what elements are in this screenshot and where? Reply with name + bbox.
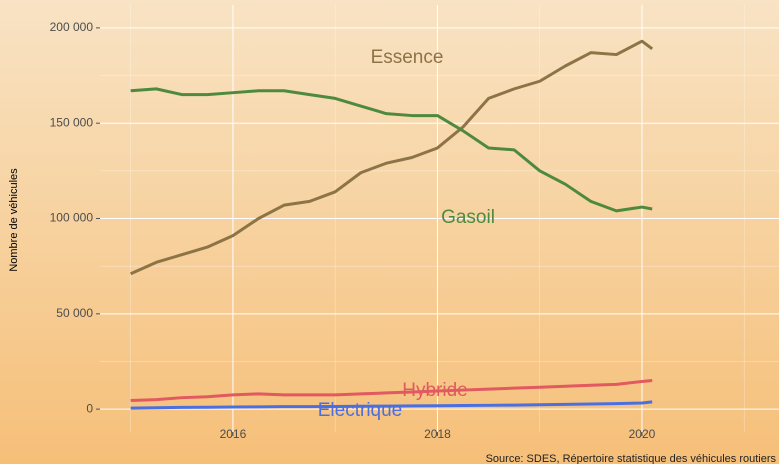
y-tick-label: 200 000 (50, 20, 94, 34)
series-label: Essence (371, 47, 444, 68)
y-tick-label: 50 000 (56, 306, 93, 320)
series-line (130, 400, 653, 410)
y-axis-label: Nombre de véhicules (8, 168, 20, 272)
series-label: Hybride (402, 380, 467, 401)
series-line (130, 39, 654, 276)
x-tick-label: 2016 (220, 427, 247, 441)
series-line (130, 87, 653, 213)
series-line (130, 379, 653, 403)
series-label: Gasoil (441, 207, 495, 228)
y-tick-label: 0 (86, 401, 93, 415)
y-tick-label: 100 000 (50, 211, 94, 225)
grid: 0 50 000 100 000 150 000 200 000 2016 2018 2020 (50, 5, 779, 441)
x-tick-label: 2020 (629, 427, 656, 441)
x-tick-label: 2018 (424, 427, 451, 441)
y-tick-label: 150 000 (50, 115, 94, 129)
source: Source: SDES, Répertoire statistique des… (486, 453, 777, 464)
series-label: Electrique (318, 400, 403, 421)
